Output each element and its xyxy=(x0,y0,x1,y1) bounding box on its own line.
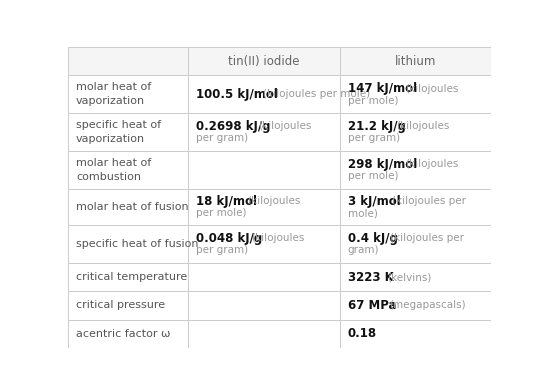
Text: per gram): per gram) xyxy=(348,133,400,143)
Text: specific heat of fusion: specific heat of fusion xyxy=(76,239,199,249)
Bar xyxy=(188,47,340,75)
Text: (kilojoules per mole): (kilojoules per mole) xyxy=(264,89,371,99)
Bar xyxy=(188,113,340,151)
Bar xyxy=(68,47,188,75)
Text: 0.2698 kJ/g: 0.2698 kJ/g xyxy=(196,120,271,133)
Bar xyxy=(188,75,340,113)
Bar xyxy=(68,151,188,189)
Text: (kilojoules per: (kilojoules per xyxy=(393,196,466,206)
Text: per gram): per gram) xyxy=(196,133,248,143)
Text: 298 kJ/mol: 298 kJ/mol xyxy=(348,158,417,171)
Bar xyxy=(68,75,188,113)
Text: molar heat of
combustion: molar heat of combustion xyxy=(76,158,151,182)
Text: critical temperature: critical temperature xyxy=(76,272,187,282)
Bar xyxy=(68,291,188,319)
Text: 18 kJ/mol: 18 kJ/mol xyxy=(196,195,257,208)
Text: molar heat of fusion: molar heat of fusion xyxy=(76,202,188,212)
Bar xyxy=(188,225,340,263)
Text: 3 kJ/mol: 3 kJ/mol xyxy=(348,195,400,208)
Bar xyxy=(340,151,491,189)
Text: per mole): per mole) xyxy=(196,208,247,218)
Text: 100.5 kJ/mol: 100.5 kJ/mol xyxy=(196,88,278,101)
Text: molar heat of
vaporization: molar heat of vaporization xyxy=(76,82,151,106)
Bar xyxy=(340,225,491,263)
Bar xyxy=(340,263,491,291)
Text: 0.4 kJ/g: 0.4 kJ/g xyxy=(348,232,397,245)
Bar xyxy=(68,263,188,291)
Bar xyxy=(188,189,340,225)
Text: (kilojoules: (kilojoules xyxy=(258,122,311,131)
Text: (kilojoules: (kilojoules xyxy=(405,84,459,93)
Text: (kilojoules: (kilojoules xyxy=(247,196,301,206)
Bar xyxy=(188,291,340,319)
Bar xyxy=(188,151,340,189)
Bar xyxy=(340,291,491,319)
Bar xyxy=(68,225,188,263)
Text: per mole): per mole) xyxy=(348,95,398,106)
Bar xyxy=(340,189,491,225)
Bar xyxy=(188,263,340,291)
Text: 147 kJ/mol: 147 kJ/mol xyxy=(348,82,417,95)
Text: critical pressure: critical pressure xyxy=(76,300,165,310)
Text: (kilojoules: (kilojoules xyxy=(396,122,450,131)
Text: 0.18: 0.18 xyxy=(348,327,377,340)
Bar xyxy=(68,189,188,225)
Text: gram): gram) xyxy=(348,245,379,255)
Bar xyxy=(340,113,491,151)
Bar xyxy=(188,319,340,348)
Text: tin(II) iodide: tin(II) iodide xyxy=(228,55,300,68)
Text: 0.048 kJ/g: 0.048 kJ/g xyxy=(196,232,263,245)
Bar xyxy=(340,75,491,113)
Text: (kilojoules: (kilojoules xyxy=(251,233,305,243)
Text: 67 MPa: 67 MPa xyxy=(348,299,396,312)
Bar xyxy=(68,319,188,348)
Text: (kilojoules: (kilojoules xyxy=(405,159,459,169)
Bar xyxy=(68,113,188,151)
Bar xyxy=(340,47,491,75)
Text: per gram): per gram) xyxy=(196,245,248,255)
Text: (kelvins): (kelvins) xyxy=(387,272,431,282)
Text: mole): mole) xyxy=(348,208,377,218)
Text: per mole): per mole) xyxy=(348,171,398,181)
Text: 3223 K: 3223 K xyxy=(348,271,393,283)
Text: (kilojoules per: (kilojoules per xyxy=(390,233,464,243)
Text: 21.2 kJ/g: 21.2 kJ/g xyxy=(348,120,406,133)
Text: specific heat of
vaporization: specific heat of vaporization xyxy=(76,120,161,144)
Text: lithium: lithium xyxy=(395,55,436,68)
Text: (megapascals): (megapascals) xyxy=(389,300,466,310)
Text: acentric factor ω: acentric factor ω xyxy=(76,329,170,339)
Bar xyxy=(340,319,491,348)
